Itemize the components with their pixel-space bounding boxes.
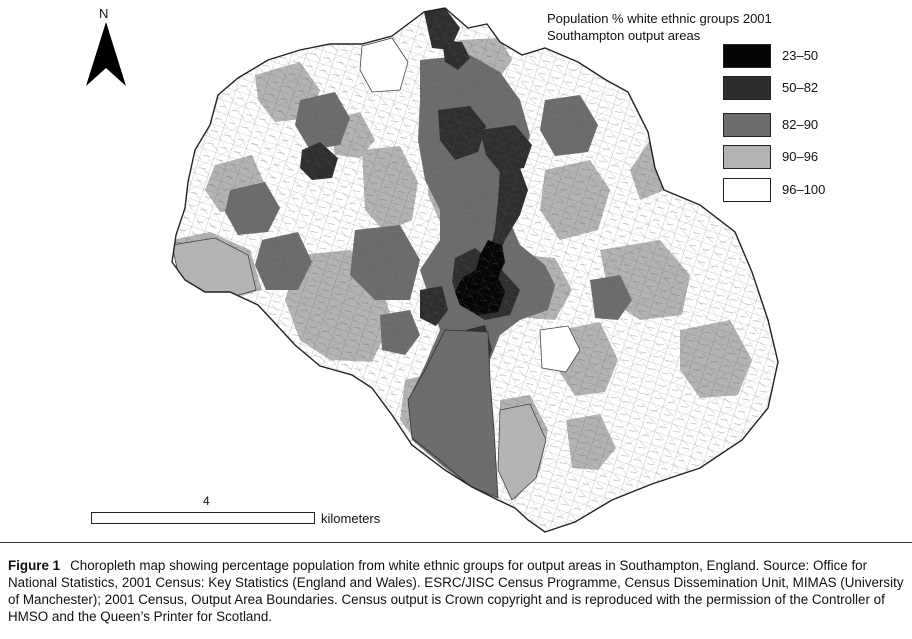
choropleth-map [86, 7, 779, 533]
legend-label: 23–50 [782, 48, 819, 63]
legend-title-line1: Population % white ethnic groups 2001 [547, 11, 772, 26]
legend-item-90-96: 90–96 [723, 145, 903, 171]
legend-swatch [723, 178, 771, 202]
legend-label: 82–90 [782, 117, 819, 132]
legend-item-82-90: 82–90 [723, 113, 903, 139]
large-open-areas [359, 37, 581, 373]
scale-bar-unit: kilometers [321, 511, 381, 526]
figure-caption: Figure 1 Choropleth map showing percentag… [8, 557, 908, 625]
north-label: N [99, 6, 109, 21]
legend-swatch [723, 113, 771, 137]
caption-divider [0, 542, 912, 543]
legend-swatch [723, 44, 771, 68]
figure-label: Figure 1 [8, 558, 61, 573]
legend-label: 96–100 [782, 182, 826, 197]
map-figure: N Population % white ethnic groups 2001 … [86, 6, 903, 533]
legend-item-50-82: 50–82 [723, 76, 903, 102]
legend-swatch [723, 145, 771, 169]
scale-bar-value: 4 [203, 494, 210, 508]
legend-item-96-100: 96–100 [723, 178, 903, 204]
scale-bar [91, 512, 315, 524]
legend-title: Population % white ethnic groups 2001 So… [547, 10, 772, 44]
legend-swatch [723, 76, 771, 100]
legend-title-line2: Southampton output areas [547, 28, 701, 43]
caption-text: Choropleth map showing percentage popula… [8, 558, 904, 624]
legend-label: 90–96 [782, 149, 819, 164]
north-arrow-icon [86, 22, 126, 86]
city-boundary [171, 7, 779, 533]
legend-item-23-50: 23–50 [723, 44, 903, 70]
city-area [172, 8, 778, 532]
large-grey-areas [172, 237, 547, 501]
legend-label: 50–82 [782, 80, 819, 95]
